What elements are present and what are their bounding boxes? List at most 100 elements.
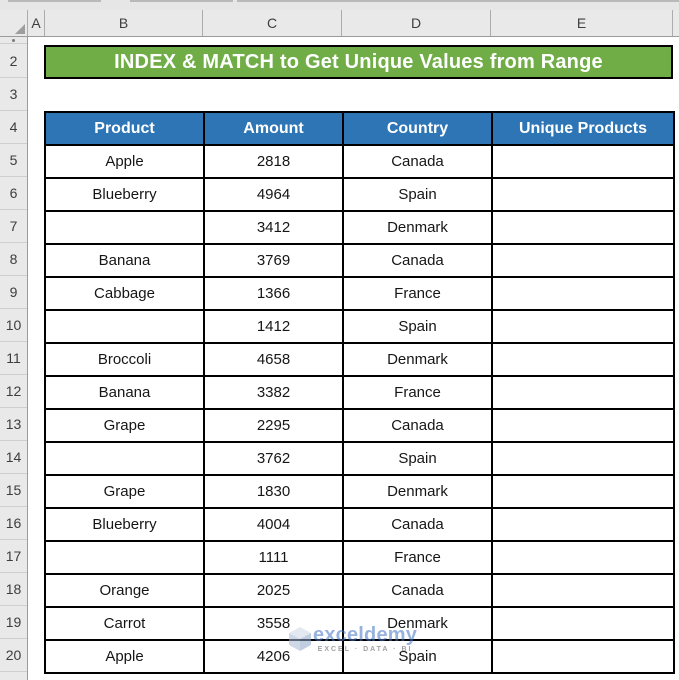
row-header-18[interactable]: 18 [0,573,27,606]
row-header-11[interactable]: 11 [0,342,27,375]
cell-r12-ce[interactable] [491,375,675,410]
row-header-4[interactable]: 4 [0,111,27,144]
cell-r19-cd[interactable]: Denmark [342,606,493,641]
row-header-10[interactable]: 10 [0,309,27,342]
cell-r18-cc[interactable]: 2025 [203,573,344,608]
cell-r16-cc[interactable]: 4004 [203,507,344,542]
row-header-17[interactable]: 17 [0,540,27,573]
row-header-7[interactable]: 7 [0,210,27,243]
cell-r16-cd[interactable]: Canada [342,507,493,542]
row-header-12[interactable]: 12 [0,375,27,408]
cell-r15-cb[interactable]: Grape [44,474,205,509]
cell-r19-cb[interactable]: Carrot [44,606,205,641]
cell-r13-cc[interactable]: 2295 [203,408,344,443]
row-header-14[interactable]: 14 [0,441,27,474]
table-header-row: Product Amount Country Unique Products [44,111,675,146]
cell-r12-cc[interactable]: 3382 [203,375,344,410]
row-header-5[interactable]: 5 [0,144,27,177]
cell-r17-cd[interactable]: France [342,540,493,575]
table-row: Banana 3769 Canada [44,243,675,278]
cell-r20-ce[interactable] [491,639,675,674]
cell-r5-cb[interactable]: Apple [44,144,205,179]
cell-r7-cb[interactable] [44,210,205,245]
cell-r9-ce[interactable] [491,276,675,311]
cell-r18-ce[interactable] [491,573,675,608]
cell-r20-cc[interactable]: 4206 [203,639,344,674]
cell-r6-cb[interactable]: Blueberry [44,177,205,212]
row-header-19[interactable]: 19 [0,606,27,639]
cell-r10-cb[interactable] [44,309,205,344]
cell-r10-ce[interactable] [491,309,675,344]
cell-r9-cd[interactable]: France [342,276,493,311]
cell-r14-cd[interactable]: Spain [342,441,493,476]
cell-r10-cd[interactable]: Spain [342,309,493,344]
row-header-3[interactable]: 3 [0,78,27,111]
row-header-6[interactable]: 6 [0,177,27,210]
cell-r5-cc[interactable]: 2818 [203,144,344,179]
cell-r5-ce[interactable] [491,144,675,179]
select-all-triangle-icon [15,24,25,34]
column-header-b[interactable]: B [45,10,203,36]
cell-r8-cd[interactable]: Canada [342,243,493,278]
cell-r7-cd[interactable]: Denmark [342,210,493,245]
cell-r15-cc[interactable]: 1830 [203,474,344,509]
column-header-c[interactable]: C [203,10,342,36]
column-header-e[interactable]: E [491,10,673,36]
cell-r6-cc[interactable]: 4964 [203,177,344,212]
row-header-9[interactable]: 9 [0,276,27,309]
cell-r13-cd[interactable]: Canada [342,408,493,443]
cell-r11-cd[interactable]: Denmark [342,342,493,377]
column-header-d[interactable]: D [342,10,491,36]
cell-r8-cc[interactable]: 3769 [203,243,344,278]
cell-r14-cb[interactable] [44,441,205,476]
cell-r5-cd[interactable]: Canada [342,144,493,179]
cell-r9-cb[interactable]: Cabbage [44,276,205,311]
cell-r11-cb[interactable]: Broccoli [44,342,205,377]
cell-r14-ce[interactable] [491,441,675,476]
cell-r9-cc[interactable]: 1366 [203,276,344,311]
header-amount[interactable]: Amount [203,111,344,146]
row-header-13[interactable]: 13 [0,408,27,441]
cell-r18-cb[interactable]: Orange [44,573,205,608]
cell-r20-cd[interactable]: Spain [342,639,493,674]
row-header-15[interactable]: 15 [0,474,27,507]
header-product[interactable]: Product [44,111,205,146]
hidden-row-1-marker[interactable] [0,37,27,44]
row-header-8[interactable]: 8 [0,243,27,276]
cell-r17-ce[interactable] [491,540,675,575]
cell-r8-ce[interactable] [491,243,675,278]
cell-r7-ce[interactable] [491,210,675,245]
row-header-20[interactable]: 20 [0,639,27,672]
cell-r12-cb[interactable]: Banana [44,375,205,410]
header-unique-products[interactable]: Unique Products [491,111,675,146]
select-all-corner[interactable] [0,10,28,36]
cell-r20-cb[interactable]: Apple [44,639,205,674]
table-row: Apple 2818 Canada [44,144,675,179]
title-banner-cell[interactable]: INDEX & MATCH to Get Unique Values from … [44,45,673,79]
cell-r15-ce[interactable] [491,474,675,509]
cell-r8-cb[interactable]: Banana [44,243,205,278]
cell-r19-ce[interactable] [491,606,675,641]
cell-r12-cd[interactable]: France [342,375,493,410]
cell-r13-ce[interactable] [491,408,675,443]
cell-r16-ce[interactable] [491,507,675,542]
cell-r6-ce[interactable] [491,177,675,212]
cell-r16-cb[interactable]: Blueberry [44,507,205,542]
cell-r15-cd[interactable]: Denmark [342,474,493,509]
cell-r18-cd[interactable]: Canada [342,573,493,608]
cell-r11-cc[interactable]: 4658 [203,342,344,377]
cell-r13-cb[interactable]: Grape [44,408,205,443]
cell-r17-cc[interactable]: 1111 [203,540,344,575]
cell-r10-cc[interactable]: 1412 [203,309,344,344]
cell-r14-cc[interactable]: 3762 [203,441,344,476]
header-country[interactable]: Country [342,111,493,146]
cell-r6-cd[interactable]: Spain [342,177,493,212]
cell-r17-cb[interactable] [44,540,205,575]
cell-r19-cc[interactable]: 3558 [203,606,344,641]
column-header-a[interactable]: A [28,10,45,36]
row-header-2[interactable]: 2 [0,44,27,78]
table-row: 3762 Spain [44,441,675,476]
row-header-16[interactable]: 16 [0,507,27,540]
cell-r7-cc[interactable]: 3412 [203,210,344,245]
cell-r11-ce[interactable] [491,342,675,377]
